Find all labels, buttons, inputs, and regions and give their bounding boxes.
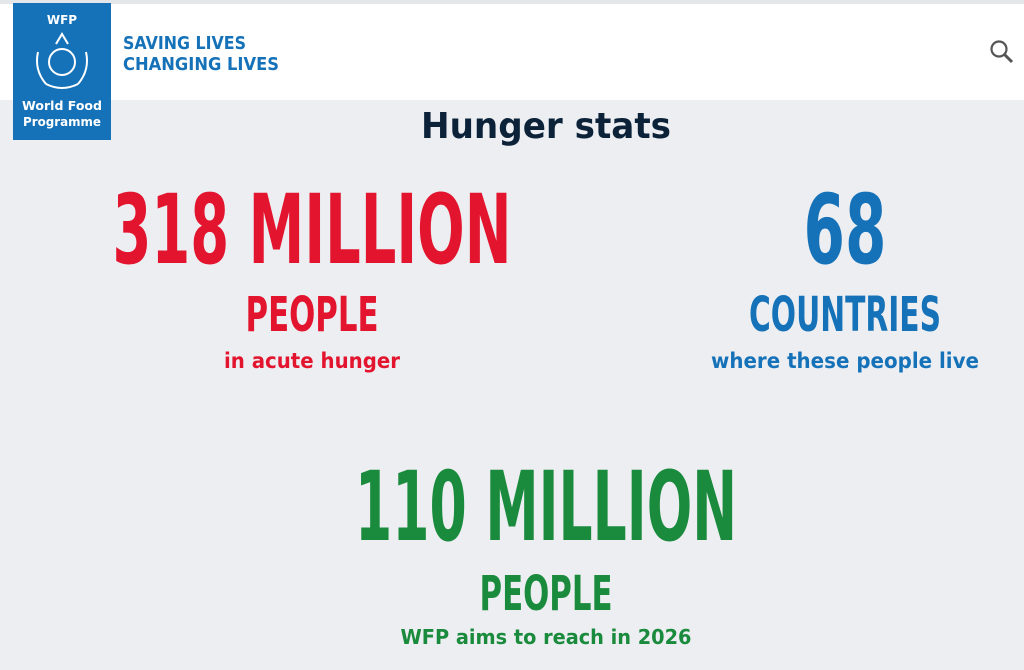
search-icon[interactable] <box>990 40 1014 64</box>
tagline: CHANGING LIVES <box>123 54 279 75</box>
wreath-left <box>36 51 47 85</box>
stat-number: 68 <box>804 174 887 286</box>
stat-caption: where these people live <box>711 349 979 373</box>
globe <box>48 48 76 76</box>
logo-emblem <box>36 32 88 89</box>
logo-name: Programme <box>23 114 101 129</box>
tagline: SAVING LIVES <box>123 33 246 54</box>
logo-name: World Food <box>22 98 102 113</box>
logo-box <box>13 3 111 140</box>
stat-caption: in acute hunger <box>224 349 401 373</box>
top-strip <box>0 0 1024 4</box>
logo-acronym: WFP <box>47 13 77 27</box>
stat-number: 110 MILLION <box>355 451 737 563</box>
stat-unit: PEOPLE <box>246 287 379 343</box>
header-bar <box>0 4 1024 100</box>
search-lens <box>990 40 1008 58</box>
ribbon <box>45 83 79 89</box>
search-handle <box>1003 53 1014 64</box>
logo[interactable]: WFP World Food Programme <box>13 3 111 140</box>
stat-unit: PEOPLE <box>480 566 613 622</box>
stat-unit: COUNTRIES <box>749 287 941 343</box>
wheat <box>55 32 69 45</box>
stat-caption: WFP aims to reach in 2026 <box>401 625 692 649</box>
section-title: Hunger stats <box>421 106 671 147</box>
wreath-right <box>77 51 88 85</box>
stat-number: 318 MILLION <box>113 174 512 286</box>
